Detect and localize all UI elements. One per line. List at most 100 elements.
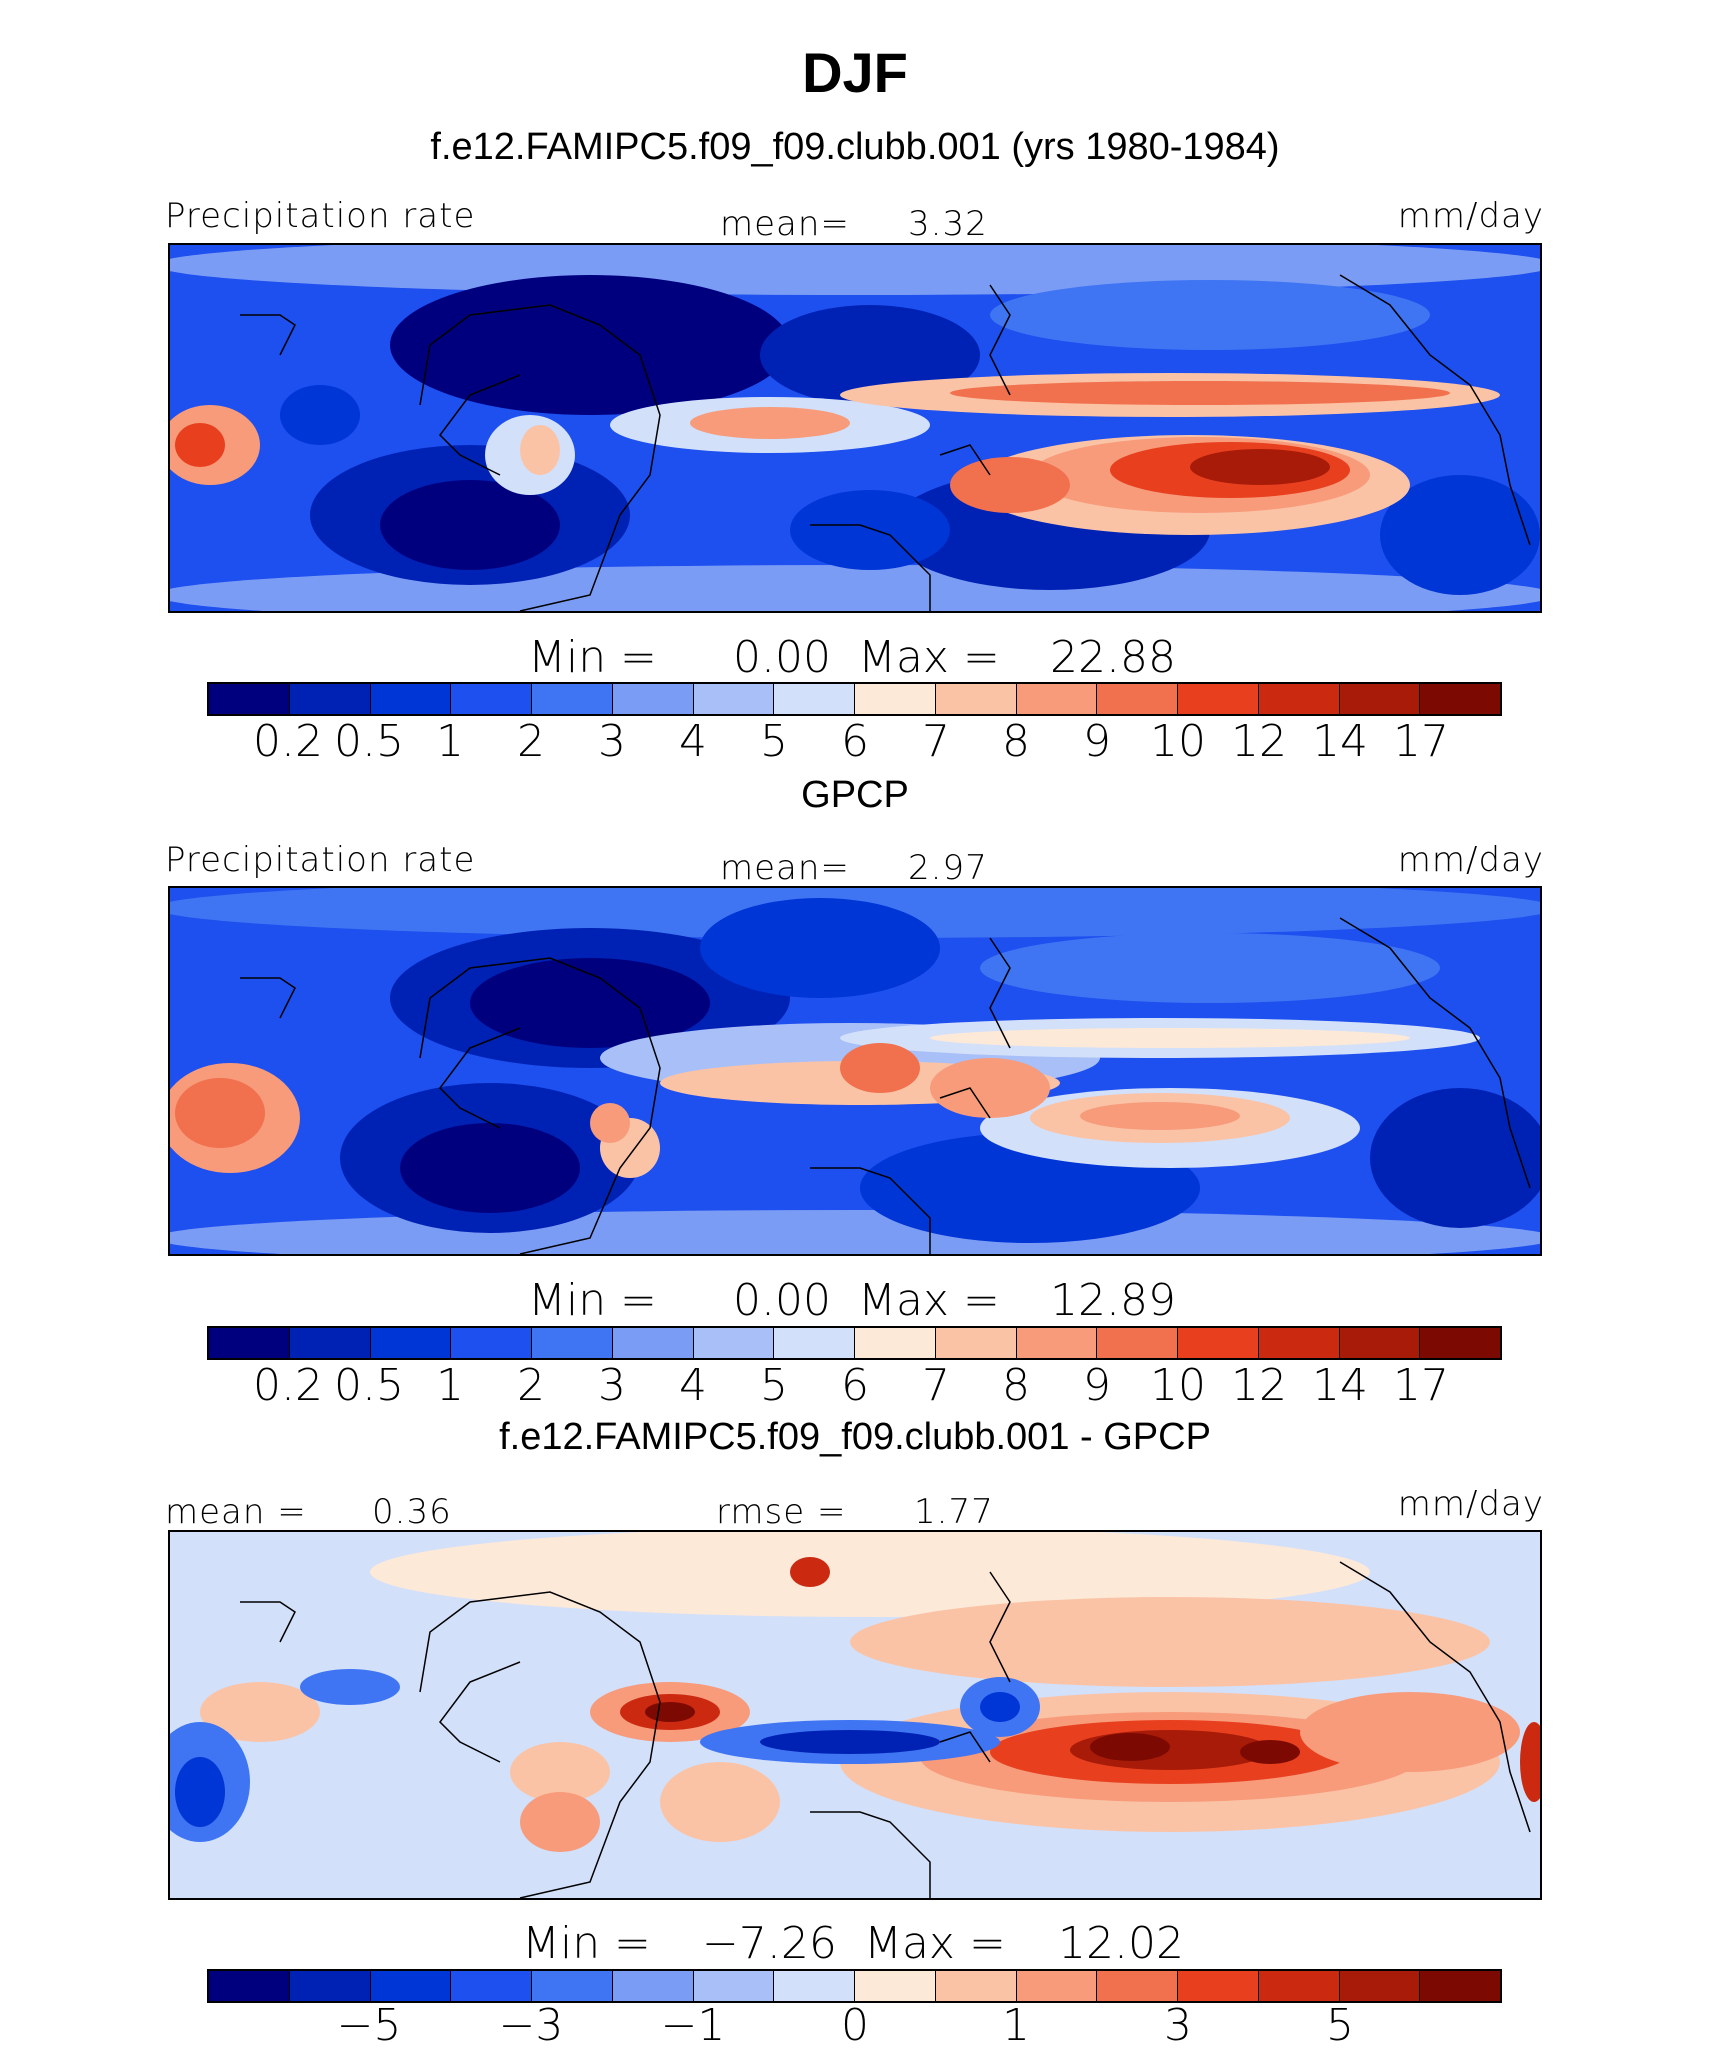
panel-3-colorbar — [207, 1969, 1502, 2003]
panel-2-variable-label: Precipitation rate — [165, 840, 476, 880]
colorbar-swatch — [1016, 684, 1098, 714]
colorbar-swatch — [1097, 684, 1178, 714]
colorbar-swatch — [1016, 1971, 1098, 2001]
panel-2-map — [168, 886, 1542, 1256]
colorbar-tick: 1 — [436, 716, 464, 767]
colorbar-tick: 8 — [1002, 716, 1030, 767]
colorbar-swatch — [693, 684, 775, 714]
colorbar-swatch — [289, 684, 371, 714]
colorbar-tick: 5 — [760, 716, 788, 767]
colorbar-swatch — [612, 1328, 694, 1358]
colorbar-swatch — [1420, 1971, 1500, 2001]
panel-2-title: GPCP — [801, 774, 909, 816]
colorbar-swatch — [1097, 1328, 1178, 1358]
colorbar-swatch — [1420, 684, 1500, 714]
colorbar-tick: −5 — [336, 2000, 402, 2048]
colorbar-swatch — [612, 684, 694, 714]
colorbar-tick: 14 — [1312, 716, 1368, 767]
panel-2-max-value: 12.89 — [1050, 1275, 1176, 1326]
colorbar-swatch — [370, 684, 452, 714]
panel-2-mean-value: 2.97 — [908, 848, 988, 888]
panel-3-rmse-label: rmse = — [716, 1492, 847, 1532]
panel-3-min-label: Min = — [522, 1918, 651, 1969]
panel-1-min-label: Min = — [528, 632, 657, 683]
colorbar-swatch — [935, 684, 1017, 714]
colorbar-swatch — [1258, 1971, 1340, 2001]
panel-1-variable-label: Precipitation rate — [165, 196, 476, 236]
colorbar-swatch — [1178, 1971, 1259, 2001]
colorbar-swatch — [451, 1971, 532, 2001]
colorbar-tick: 6 — [841, 716, 869, 767]
colorbar-swatch — [693, 1328, 775, 1358]
colorbar-swatch — [289, 1971, 371, 2001]
colorbar-swatch — [1258, 1328, 1340, 1358]
colorbar-tick: 0.5 — [334, 716, 404, 767]
colorbar-swatch — [1420, 1328, 1500, 1358]
colorbar-tick: 3 — [598, 1360, 626, 1411]
colorbar-tick: 12 — [1231, 716, 1287, 767]
panel-3-mean-value: 0.36 — [372, 1492, 452, 1532]
colorbar-swatch — [532, 684, 613, 714]
colorbar-tick: 0.5 — [334, 1360, 404, 1411]
colorbar-swatch — [451, 684, 532, 714]
colorbar-tick: 5 — [760, 1360, 788, 1411]
panel-3-map — [168, 1530, 1542, 1900]
colorbar-tick: 14 — [1312, 1360, 1368, 1411]
panel-3-min-value: −7.26 — [702, 1918, 837, 1969]
colorbar-swatch — [1178, 1328, 1259, 1358]
colorbar-swatch — [774, 684, 855, 714]
panel-3-title: f.e12.FAMIPC5.f09_f09.clubb.001 - GPCP — [499, 1416, 1211, 1458]
colorbar-tick: −3 — [498, 2000, 564, 2048]
panel-2-min-value: 0.00 — [733, 1275, 831, 1326]
panel-1-mean-value: 3.32 — [908, 204, 988, 244]
colorbar-swatch — [935, 1328, 1017, 1358]
colorbar-swatch — [855, 1328, 936, 1358]
panel-1-max-label: Max = — [858, 632, 1000, 683]
colorbar-tick: 9 — [1083, 1360, 1111, 1411]
panel-3-rmse-value: 1.77 — [914, 1492, 994, 1532]
colorbar-swatch — [935, 1971, 1017, 2001]
panel-1-mean-label: mean= — [720, 204, 850, 244]
colorbar-tick: 2 — [517, 1360, 545, 1411]
colorbar-swatch — [774, 1328, 855, 1358]
colorbar-swatch — [1339, 1328, 1421, 1358]
panel-3-units: mm/day — [1397, 1484, 1544, 1524]
figure-title: DJF — [802, 41, 908, 104]
colorbar-tick: 3 — [1164, 2000, 1192, 2048]
colorbar-tick: 12 — [1231, 1360, 1287, 1411]
panel-1-units: mm/day — [1397, 196, 1544, 236]
colorbar-swatch — [1258, 684, 1340, 714]
panel-1-title: f.e12.FAMIPC5.f09_f09.clubb.001 (yrs 198… — [430, 126, 1280, 168]
colorbar-tick: 1 — [436, 1360, 464, 1411]
colorbar-tick: 17 — [1393, 1360, 1449, 1411]
colorbar-swatch — [855, 684, 936, 714]
colorbar-tick: 5 — [1326, 2000, 1354, 2048]
panel-3-colorbar-ticks: −5 −3 −1 0 1 3 5 — [0, 2000, 1710, 2048]
panel-1-min-value: 0.00 — [733, 632, 831, 683]
colorbar-swatch — [532, 1328, 613, 1358]
colorbar-swatch — [1178, 684, 1259, 714]
panel-3-mean-label: mean = — [165, 1492, 307, 1532]
colorbar-swatch — [1339, 684, 1421, 714]
colorbar-tick: 2 — [517, 716, 545, 767]
colorbar-tick: 1 — [1002, 2000, 1030, 2048]
colorbar-tick: 9 — [1083, 716, 1111, 767]
colorbar-swatch — [370, 1328, 452, 1358]
panel-3-max-label: Max = — [864, 1918, 1006, 1969]
colorbar-swatch — [209, 1971, 290, 2001]
panel-2-max-label: Max = — [858, 1275, 1000, 1326]
colorbar-tick: 4 — [679, 716, 707, 767]
colorbar-tick: 7 — [922, 716, 950, 767]
colorbar-tick: 3 — [598, 716, 626, 767]
colorbar-tick: −1 — [660, 2000, 726, 2048]
colorbar-swatch — [774, 1971, 855, 2001]
panel-1-colorbar-ticks: 0.2 0.5 1 2 3 4 5 6 7 8 9 10 12 14 17 — [0, 716, 1710, 776]
panel-3-max-value: 12.02 — [1058, 1918, 1184, 1969]
colorbar-swatch — [1097, 1971, 1178, 2001]
colorbar-tick: 10 — [1150, 716, 1206, 767]
colorbar-tick: 10 — [1150, 1360, 1206, 1411]
colorbar-swatch — [209, 1328, 290, 1358]
colorbar-swatch — [532, 1971, 613, 2001]
colorbar-swatch — [289, 1328, 371, 1358]
colorbar-swatch — [693, 1971, 775, 2001]
